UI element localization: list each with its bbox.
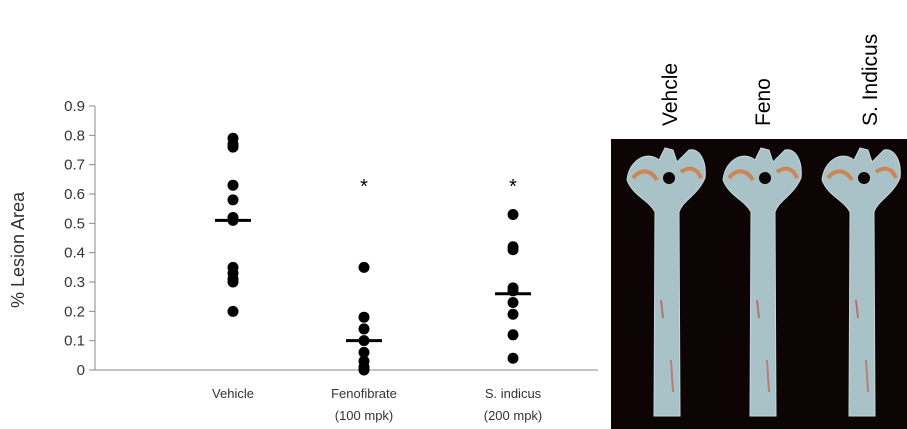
category-label: S. indicus [485, 386, 542, 401]
aorta-hole [759, 172, 771, 184]
lesion-stain [826, 169, 854, 182]
lesion-scatter-chart: 0 0.1 0.2 0.3 0.4 0.5 0.6 0.7 0.8 0.9 % Lesion Ar… [8, 98, 598, 423]
category-label: Fenofibrate [331, 386, 397, 401]
y-tick-label: 0.1 [64, 333, 85, 350]
data-point [358, 261, 370, 273]
aorta-tissue [626, 147, 706, 417]
data-point [358, 364, 370, 376]
y-tick-label: 0.4 [64, 245, 85, 262]
lesion-stain [631, 169, 659, 182]
significance-star: * [509, 176, 517, 198]
lesion-stain [679, 166, 703, 179]
lesion-stain [874, 166, 898, 179]
lesion-stain [756, 299, 760, 319]
data-point [358, 346, 370, 358]
data-point [507, 329, 519, 341]
data-point [227, 194, 239, 206]
data-point [358, 323, 370, 335]
data-point [507, 352, 519, 364]
y-tick-label: 0.9 [64, 98, 85, 115]
data-point [507, 308, 519, 320]
aorta-specimen [626, 147, 706, 417]
aorta-specimens [626, 147, 901, 417]
x-axis-categories: Vehicle Fenofibrate (100 mpk) S. indicus (20… [212, 386, 542, 423]
lesion-stain [766, 359, 770, 393]
significance-annotations: * * [360, 176, 517, 198]
y-tick-label: 0.8 [64, 127, 85, 144]
data-point [227, 276, 239, 288]
lesion-stain [865, 359, 869, 393]
y-tick-label: 0 [77, 362, 85, 379]
data-point [507, 209, 519, 221]
category-sublabel: (200 mpk) [484, 408, 543, 423]
lesion-stain [727, 169, 755, 182]
aorta-specimen [722, 147, 802, 417]
data-point [227, 141, 239, 153]
y-tick-label: 0.6 [64, 186, 85, 203]
significance-star: * [360, 176, 368, 198]
photo-label: Feno [752, 78, 775, 126]
lesion-stain [660, 299, 664, 319]
aorta-tissue [821, 147, 901, 417]
y-tick-label: 0.3 [64, 274, 85, 291]
photo-labels: Vehcle Feno S. Indicus [659, 34, 882, 126]
aorta-specimen [821, 147, 901, 417]
data-point [358, 311, 370, 323]
aorta-photo: Vehcle Feno S. Indicus [611, 34, 907, 429]
data-point [507, 244, 519, 256]
y-tick-label: 0.2 [64, 303, 85, 320]
y-axis-ticks: 0 0.1 0.2 0.3 0.4 0.5 0.6 0.7 0.8 0.9 [64, 98, 95, 379]
lesion-stain [855, 299, 859, 319]
category-sublabel: (100 mpk) [335, 408, 394, 423]
aorta-hole [663, 172, 675, 184]
y-tick-label: 0.5 [64, 215, 85, 232]
data-points [227, 132, 519, 376]
data-point [227, 179, 239, 191]
photo-label: S. Indicus [859, 34, 882, 126]
lesion-stain [775, 166, 799, 179]
aorta-hole [858, 172, 870, 184]
category-label: Vehicle [212, 386, 254, 401]
lesion-stain [670, 359, 674, 393]
data-point [507, 297, 519, 309]
y-axis-label: % Lesion Area [8, 191, 28, 308]
median-lines [215, 218, 531, 343]
y-tick-label: 0.7 [64, 157, 85, 174]
data-point [227, 305, 239, 317]
photo-label: Vehcle [659, 63, 682, 126]
aorta-tissue [722, 147, 802, 417]
